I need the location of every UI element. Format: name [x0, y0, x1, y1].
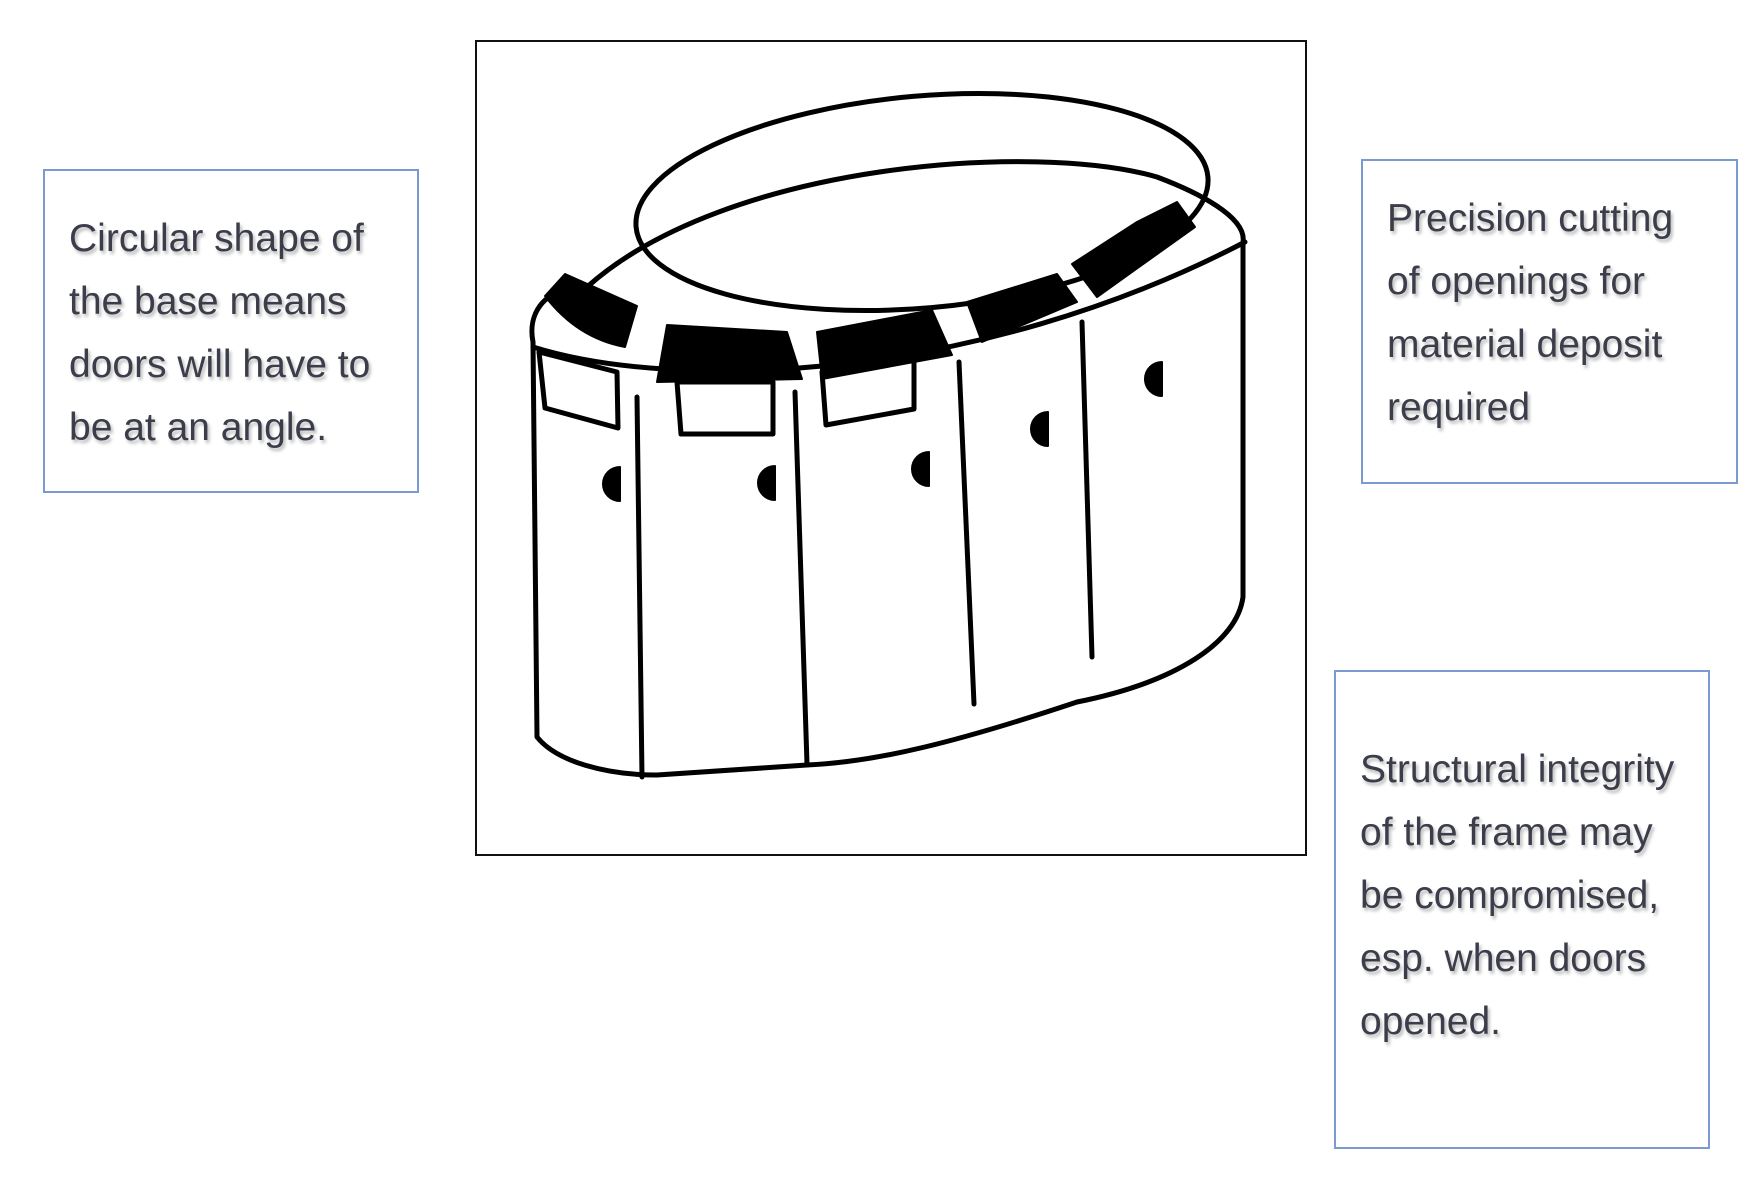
door-handles [602, 361, 1163, 502]
callout-text-base-shape: Circular shape of the base means doors w… [69, 217, 371, 449]
bin-lid [633, 90, 1211, 314]
door-windows [536, 349, 917, 437]
deposit-slots [544, 201, 1196, 383]
deposit-slot-2 [656, 324, 803, 383]
callout-box-base-shape: Circular shape of the base means doors w… [43, 169, 419, 493]
callout-text-structural-integrity: Structural integrity of the frame may be… [1360, 748, 1675, 1043]
deposit-slot-1 [544, 273, 638, 348]
illustration-frame [475, 40, 1307, 856]
deposit-slot-3 [816, 309, 953, 380]
oval-bin-illustration [529, 90, 1248, 780]
deposit-slot-5 [1071, 201, 1196, 298]
callout-text-precision-cutting: Precision cutting of openings for materi… [1387, 197, 1674, 429]
deposit-slot-4 [966, 273, 1078, 343]
callout-box-precision-cutting: Precision cutting of openings for materi… [1361, 159, 1738, 484]
callout-box-structural-integrity: Structural integrity of the frame may be… [1334, 670, 1710, 1149]
door-dividers [634, 319, 1095, 780]
